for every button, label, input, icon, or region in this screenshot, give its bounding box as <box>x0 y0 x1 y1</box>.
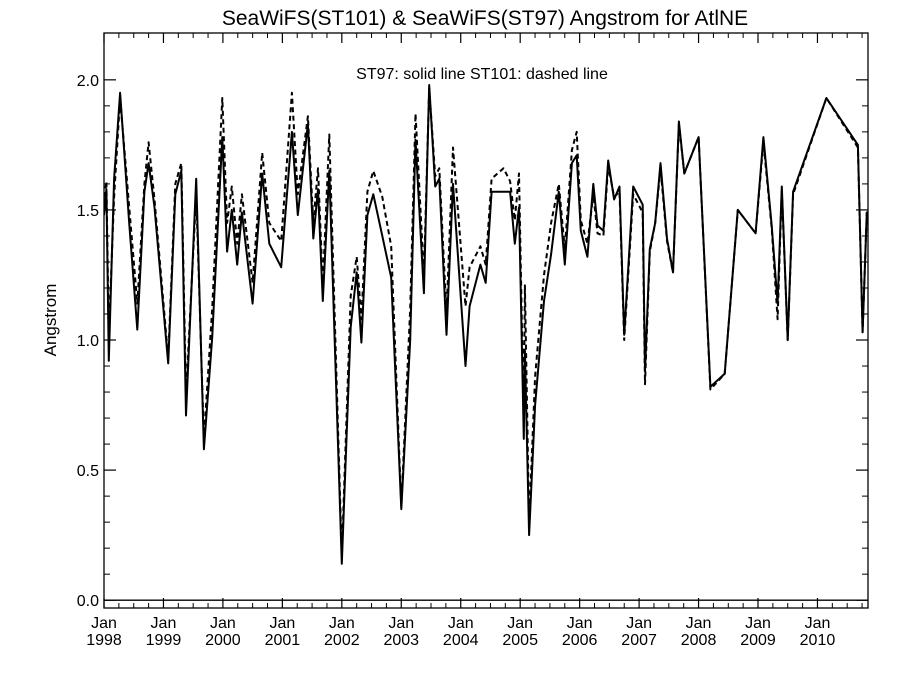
x-tick-label-year: 1999 <box>146 632 182 649</box>
series-line-st101 <box>104 86 868 557</box>
y-axis-label: Angstrom <box>41 284 60 357</box>
x-tick-label-month: Jan <box>567 615 593 632</box>
x-tick-label-year: 2002 <box>324 632 360 649</box>
y-tick-label: 2.0 <box>77 73 99 90</box>
y-axis: 0.0 0.5 1.0 1.5 2.0 <box>77 73 868 610</box>
x-tick-label-month: Jan <box>269 615 295 632</box>
x-tick-label-year: 2009 <box>740 632 776 649</box>
x-tick-label-month: Jan <box>210 615 236 632</box>
x-tick-label-month: Jan <box>745 615 771 632</box>
x-tick-label-year: 2010 <box>800 632 836 649</box>
series-line-st97 <box>104 84 868 565</box>
x-tick-label-month: Jan <box>448 615 474 632</box>
series-annotation: ST97: solid line ST101: dashed line <box>356 66 608 83</box>
y-tick-label: 0.0 <box>77 593 99 610</box>
y-tick-label: 0.5 <box>77 463 99 480</box>
x-tick-label-year: 2006 <box>562 632 598 649</box>
plot-frame <box>103 32 869 609</box>
x-tick-label-month: Jan <box>151 615 177 632</box>
x-tick-label-month: Jan <box>507 615 533 632</box>
x-tick-label-year: 2007 <box>621 632 657 649</box>
x-tick-label-year: 2004 <box>443 632 479 649</box>
y-tick-label: 1.0 <box>77 333 99 350</box>
x-tick-label-month: Jan <box>626 615 652 632</box>
x-tick-label-month: Jan <box>388 615 414 632</box>
series-layer <box>104 84 868 565</box>
x-axis: Jan1998Jan1999Jan2000Jan2001Jan2002Jan20… <box>86 33 863 649</box>
x-tick-label-month: Jan <box>329 615 355 632</box>
x-tick-label-year: 1998 <box>86 632 122 649</box>
x-tick-label-year: 2000 <box>205 632 241 649</box>
x-tick-label-year: 2005 <box>502 632 538 649</box>
chart-title: SeaWiFS(ST101) & SeaWiFS(ST97) Angstrom … <box>222 7 748 30</box>
y-tick-label: 1.5 <box>77 203 99 220</box>
x-tick-label-year: 2003 <box>383 632 419 649</box>
x-tick-label-month: Jan <box>686 615 712 632</box>
x-tick-label-year: 2008 <box>681 632 717 649</box>
x-tick-label-month: Jan <box>91 615 117 632</box>
x-tick-label-year: 2001 <box>265 632 301 649</box>
x-tick-label-month: Jan <box>805 615 831 632</box>
